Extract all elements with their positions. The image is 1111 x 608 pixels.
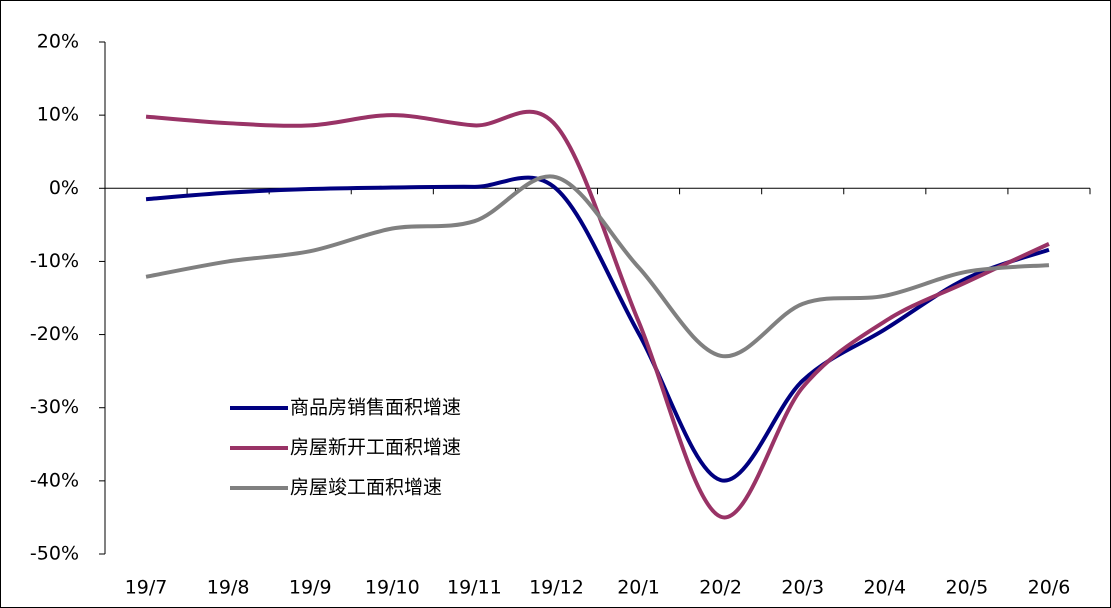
x-tick-label: 20/5 <box>946 577 989 599</box>
x-tick-label: 19/9 <box>289 577 332 599</box>
y-tick-label: -20% <box>30 323 79 345</box>
series-line <box>145 174 1050 359</box>
x-tick-label: 19/11 <box>447 577 502 599</box>
legend-label: 商品房销售面积增速 <box>290 397 461 419</box>
series-line <box>145 175 1050 483</box>
y-tick-label: -40% <box>30 469 79 491</box>
y-tick-label: -50% <box>30 543 79 565</box>
x-tick-label: 20/3 <box>781 577 824 599</box>
y-tick-label: -30% <box>30 396 79 418</box>
y-tick-label: 10% <box>37 104 79 126</box>
y-tick-label: -10% <box>30 250 79 272</box>
x-tick-label: 19/7 <box>125 577 168 599</box>
legend-label: 房屋竣工面积增速 <box>290 477 442 499</box>
x-tick-label: 19/12 <box>529 577 584 599</box>
x-tick-label: 19/8 <box>207 577 250 599</box>
x-tick-label: 20/6 <box>1028 577 1071 599</box>
x-tick-label: 20/1 <box>617 577 660 599</box>
y-tick-label: 0% <box>49 177 79 199</box>
series-line <box>145 109 1050 520</box>
y-tick-label: 20% <box>37 31 79 53</box>
x-tick-label: 20/4 <box>863 577 906 599</box>
x-tick-label: 20/2 <box>699 577 742 599</box>
x-tick-label: 19/10 <box>365 577 420 599</box>
legend-label: 房屋新开工面积增速 <box>290 437 461 459</box>
